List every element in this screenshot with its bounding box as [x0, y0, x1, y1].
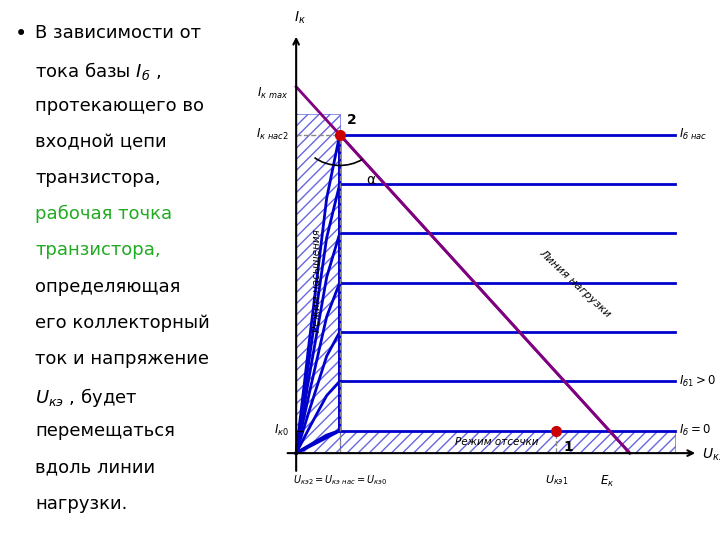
Text: 2: 2 [347, 113, 357, 127]
Text: рабочая точка: рабочая точка [35, 205, 172, 224]
Text: входной цепи: входной цепи [35, 133, 167, 151]
Text: перемещаться: перемещаться [35, 422, 175, 440]
Text: $I_{б 1}>0$: $I_{б 1}>0$ [679, 374, 716, 389]
Text: $I_к$: $I_к$ [294, 9, 306, 26]
Text: Режим насыщения: Режим насыщения [312, 229, 322, 332]
Text: В зависимости от: В зависимости от [35, 24, 201, 42]
Text: α: α [366, 173, 375, 187]
Text: $\mathit{U}_{кэ}$ , будет: $\mathit{U}_{кэ}$ , будет [35, 386, 138, 409]
Text: тока базы $\mathit{I}_{б}$ ,: тока базы $\mathit{I}_{б}$ , [35, 60, 161, 83]
Text: Линия нагрузки: Линия нагрузки [538, 247, 613, 319]
Text: $I_{к\ max}$: $I_{к\ max}$ [258, 86, 289, 101]
Text: $E_к$: $E_к$ [600, 474, 614, 489]
Text: $I_{б\ нас}$: $I_{б\ нас}$ [679, 127, 707, 142]
Text: 1: 1 [564, 440, 574, 454]
Text: ток и напряжение: ток и напряжение [35, 350, 209, 368]
Text: $I_б=0$: $I_б=0$ [679, 423, 711, 438]
Text: протекающего во: протекающего во [35, 97, 204, 114]
Text: определяющая: определяющая [35, 278, 181, 295]
Text: $I_{к\ нас 2}$: $I_{к\ нас 2}$ [256, 127, 289, 142]
Text: $U_{кэ}$: $U_{кэ}$ [702, 447, 720, 463]
Text: $U_{кэ 2}=U_{кэ\ нас}=U_{кэ 0}$: $U_{кэ 2}=U_{кэ\ нас}=U_{кэ 0}$ [292, 474, 387, 488]
Text: Режим отсечки: Режим отсечки [455, 437, 539, 447]
Text: $I_{к 0}$: $I_{к 0}$ [274, 423, 289, 438]
Text: транзистора,: транзистора, [35, 169, 161, 187]
Text: •: • [15, 24, 27, 44]
Text: его коллекторный: его коллекторный [35, 314, 210, 332]
Text: нагрузки.: нагрузки. [35, 495, 127, 512]
Text: $U_{кэ 1}$: $U_{кэ 1}$ [544, 474, 568, 488]
Text: вдоль линии: вдоль линии [35, 458, 156, 476]
Text: транзистора,: транзистора, [35, 241, 161, 259]
